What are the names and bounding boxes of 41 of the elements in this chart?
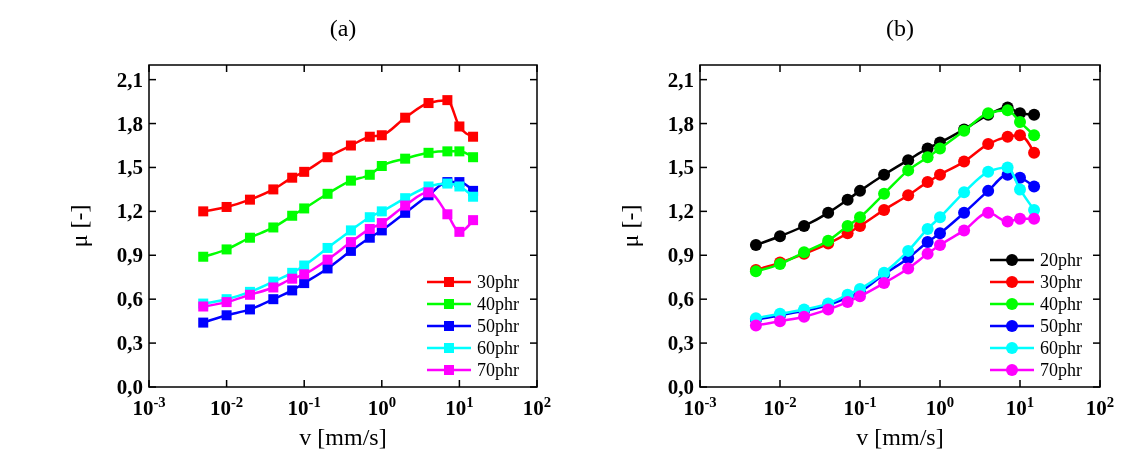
y-tick-label: 1,8	[667, 111, 694, 136]
y-tick-label: 0,3	[667, 331, 694, 356]
y-axis-title: μ [-]	[66, 204, 92, 248]
x-tick-label: 10$^{-1}$	[287, 394, 321, 420]
x-tick-label: 10$^{2}$	[1085, 394, 1115, 420]
legend-label: 40phr	[477, 294, 519, 314]
x-tick-label: 10$^{-2}$	[209, 394, 244, 420]
y-tick-label: 1,5	[116, 155, 143, 180]
y-tick-label: 0,3	[116, 331, 143, 356]
y-tick-label: 1,5	[667, 155, 694, 180]
legend-label: 60phr	[1040, 338, 1082, 358]
y-tick-label: 0,9	[667, 243, 694, 268]
y-axis-title: μ [-]	[617, 204, 643, 248]
legend-label: 60phr	[477, 338, 519, 358]
legend-label: 20phr	[1040, 250, 1082, 270]
y-tick-label: 2,1	[667, 67, 694, 92]
legend-label: 70phr	[1040, 360, 1082, 380]
legend-label: 30phr	[1040, 272, 1082, 292]
legend-label: 30phr	[477, 272, 519, 292]
y-tick-label: 2,1	[116, 67, 143, 92]
y-tick-label: 0,6	[116, 287, 143, 312]
legend-label: 50phr	[1040, 316, 1082, 336]
legend-label: 50phr	[477, 316, 519, 336]
x-tick-label: 10$^{0}$	[925, 394, 955, 420]
y-tick-label: 1,8	[116, 111, 143, 136]
x-tick-label: 10$^{2}$	[522, 394, 552, 420]
legend-label: 40phr	[1040, 294, 1082, 314]
chart-title: (a)	[329, 15, 357, 41]
x-tick-label: 10$^{1}$	[1005, 394, 1035, 420]
y-tick-label: 1,2	[116, 199, 143, 224]
x-axis-title: v [mm/s]	[856, 424, 944, 450]
x-tick-label: 10$^{0}$	[367, 394, 396, 420]
y-tick-label: 0,9	[116, 243, 143, 268]
x-tick-label: 10$^{1}$	[445, 394, 474, 420]
legend-label: 70phr	[477, 360, 519, 380]
y-tick-label: 1,2	[667, 199, 694, 224]
y-tick-label: 0,6	[667, 287, 694, 312]
x-tick-label: 10$^{-2}$	[763, 394, 797, 420]
x-tick-label: 10$^{-1}$	[843, 394, 877, 420]
chart-title: (b)	[886, 15, 914, 41]
x-axis-title: v [mm/s]	[299, 424, 387, 450]
